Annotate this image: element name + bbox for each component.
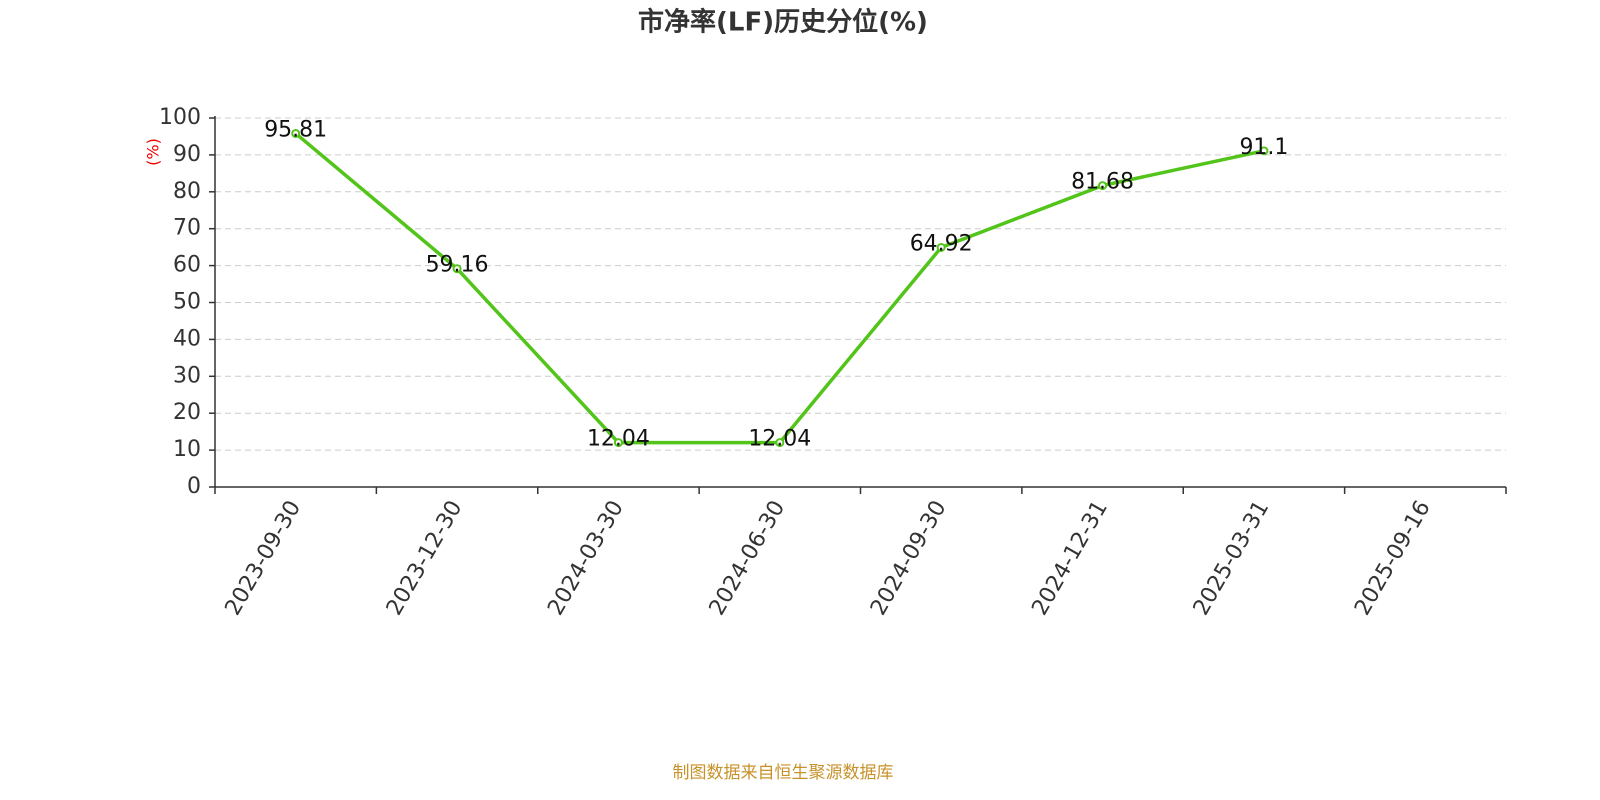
data-label: 12.04: [748, 427, 811, 452]
x-tick-label: 2024-12-31: [1027, 497, 1113, 620]
chart-title: 市净率(LF)历史分位(%): [638, 7, 928, 38]
x-tick-label: 2023-09-30: [220, 497, 306, 620]
y-tick-label: 80: [173, 179, 201, 204]
data-label: 81.68: [1071, 170, 1134, 195]
x-tick-label: 2025-03-31: [1189, 497, 1275, 620]
data-label: 59.16: [426, 253, 489, 278]
point: [1259, 146, 1269, 156]
data-label: 95.81: [264, 117, 327, 142]
data-label: 12.04: [587, 427, 650, 452]
data-label: 64.92: [910, 231, 973, 256]
point: [1098, 181, 1108, 191]
y-axis-label: (%): [144, 138, 163, 166]
y-tick-label: 60: [173, 253, 201, 278]
point: [452, 264, 462, 274]
x-tick-label: 2024-06-30: [705, 497, 791, 620]
y-tick-label: 100: [159, 105, 201, 130]
x-tick-label: 2024-03-30: [543, 497, 629, 620]
y-tick-label: 40: [173, 326, 201, 351]
x-tick-label: 2024-09-30: [866, 497, 952, 620]
y-tick-label: 10: [173, 437, 201, 462]
data-label: 91.1: [1239, 135, 1288, 160]
point: [936, 242, 946, 252]
x-tick-label: 2023-12-30: [382, 497, 468, 620]
y-tick-label: 90: [173, 142, 201, 167]
y-tick-label: 0: [187, 474, 201, 499]
y-tick-label: 70: [173, 216, 201, 241]
y-tick-label: 20: [173, 400, 201, 425]
source-note: 制图数据来自恒生聚源数据库: [673, 763, 894, 783]
x-tick-label: 2025-09-16: [1350, 497, 1436, 620]
point: [775, 438, 785, 448]
point: [291, 128, 301, 138]
y-tick-label: 30: [173, 363, 201, 388]
y-tick-label: 50: [173, 290, 201, 315]
point: [613, 438, 623, 448]
